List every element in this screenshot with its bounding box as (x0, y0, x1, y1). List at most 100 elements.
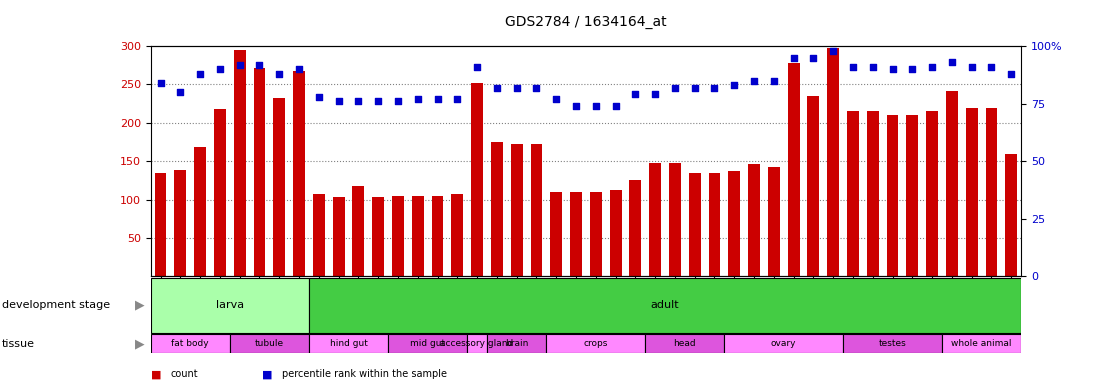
Point (587, 103, 605, 109)
Bar (273, 98, 286, 276)
Bar (392, 196, 404, 276)
Text: tissue: tissue (2, 339, 36, 349)
Bar (451, 194, 463, 276)
Point (745, 78, 763, 84)
Bar (645, 334, 724, 353)
Bar (550, 192, 562, 276)
Text: ■: ■ (262, 369, 272, 379)
Bar (768, 167, 780, 276)
Text: head: head (673, 339, 696, 348)
Bar (155, 173, 166, 276)
Point (211, 66, 229, 72)
Text: ■: ■ (151, 369, 161, 379)
Point (547, 96, 565, 102)
Text: mid gut: mid gut (410, 339, 445, 348)
Bar (788, 63, 799, 276)
Bar (511, 144, 522, 276)
Text: fat body: fat body (172, 339, 209, 348)
Point (844, 64, 862, 70)
Bar (233, 50, 246, 276)
Point (963, 64, 981, 70)
Point (864, 64, 882, 70)
Bar (487, 334, 547, 353)
Bar (214, 109, 225, 276)
Bar (309, 278, 1021, 333)
Point (1002, 71, 1020, 77)
Point (943, 59, 961, 65)
Text: tubule: tubule (254, 339, 283, 348)
Point (310, 94, 328, 100)
Point (884, 66, 902, 72)
Point (705, 84, 723, 91)
Bar (748, 164, 760, 276)
Point (825, 48, 843, 54)
Bar (689, 173, 701, 276)
Point (785, 55, 802, 61)
Point (982, 64, 1000, 70)
Text: brain: brain (504, 339, 528, 348)
Text: GDS2784 / 1634164_at: GDS2784 / 1634164_at (506, 15, 666, 29)
Point (805, 55, 822, 61)
Text: hind gut: hind gut (329, 339, 367, 348)
Point (666, 84, 684, 91)
Bar (253, 68, 266, 276)
Point (369, 98, 387, 104)
Point (646, 91, 664, 98)
Text: ▶: ▶ (135, 299, 144, 312)
Bar (946, 91, 958, 276)
Text: count: count (171, 369, 199, 379)
Point (923, 64, 941, 70)
Text: percentile rank within the sample: percentile rank within the sample (282, 369, 448, 379)
Text: larva: larva (215, 300, 244, 310)
Text: adult: adult (651, 300, 680, 310)
Point (389, 98, 407, 104)
Point (349, 98, 367, 104)
Bar (491, 142, 503, 276)
Point (231, 61, 249, 68)
Bar (629, 180, 642, 276)
Bar (312, 194, 325, 276)
Bar (886, 115, 898, 276)
Point (250, 61, 269, 68)
Point (290, 66, 308, 72)
Point (152, 80, 170, 86)
Bar (353, 186, 364, 276)
Point (685, 84, 704, 91)
Bar (432, 196, 443, 276)
Bar (468, 334, 487, 353)
Text: accessory gland: accessory gland (441, 339, 513, 348)
Bar (942, 334, 1021, 353)
Bar (333, 197, 345, 276)
Bar (530, 144, 542, 276)
Text: crops: crops (584, 339, 608, 348)
Point (626, 91, 644, 98)
Bar (151, 278, 309, 333)
Point (607, 103, 625, 109)
Bar (729, 171, 740, 276)
Bar (985, 108, 998, 276)
Bar (926, 111, 939, 276)
Bar (174, 170, 186, 276)
Bar (609, 190, 622, 276)
Bar (570, 192, 581, 276)
Point (172, 89, 190, 95)
Bar (194, 147, 206, 276)
Point (408, 96, 426, 102)
Bar (373, 197, 384, 276)
Point (191, 71, 209, 77)
Bar (590, 192, 602, 276)
Bar (847, 111, 859, 276)
Bar (388, 334, 468, 353)
Bar (471, 83, 483, 276)
Bar (867, 111, 878, 276)
Point (270, 71, 288, 77)
Bar (668, 163, 681, 276)
Text: testes: testes (878, 339, 906, 348)
Bar (309, 334, 388, 353)
Bar (808, 96, 819, 276)
Text: ovary: ovary (771, 339, 797, 348)
Bar (650, 163, 661, 276)
Bar (827, 48, 839, 276)
Bar (547, 334, 645, 353)
Point (488, 84, 506, 91)
